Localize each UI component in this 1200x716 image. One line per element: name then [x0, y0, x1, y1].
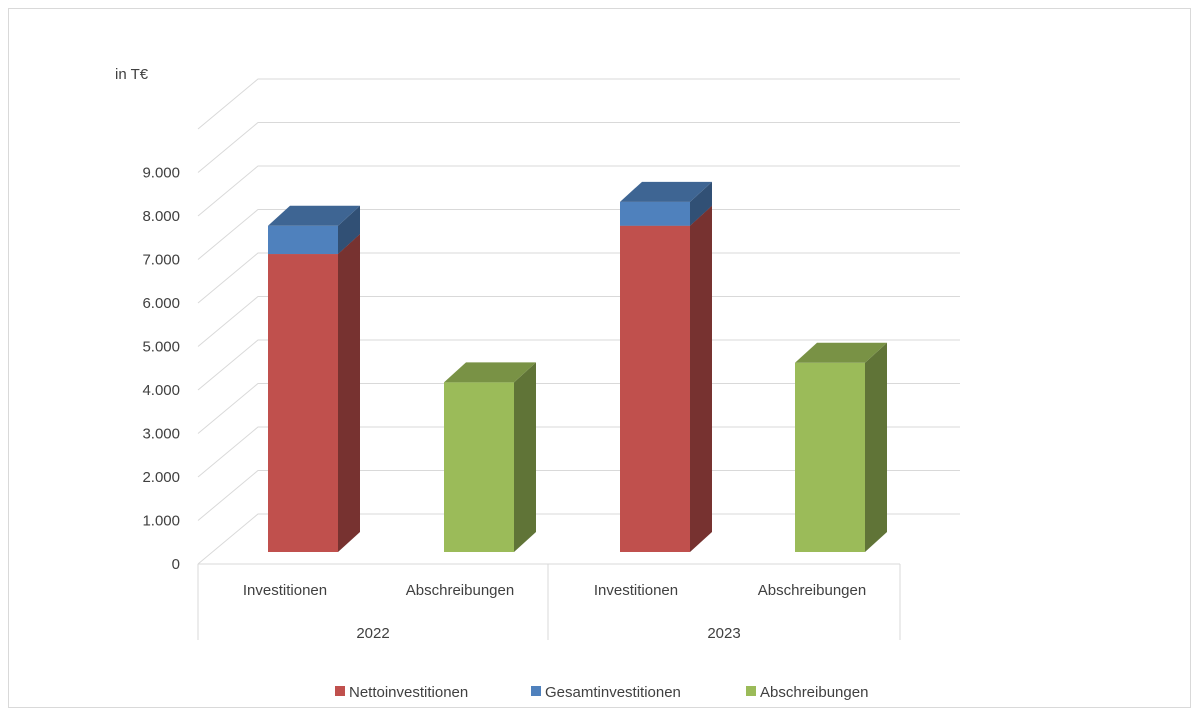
x-group-label: 2022	[356, 625, 389, 642]
legend-swatch	[335, 686, 345, 696]
y-tick-label: 6.000	[142, 295, 180, 312]
y-axis-ticks: 0 1.000 2.000 3.000 4.000 5.000 6.000 7.000 8.00…	[142, 165, 180, 574]
bar-nettoinvestitionen-2	[620, 205, 712, 552]
y-tick-label: 2.000	[142, 469, 180, 486]
chart-frame	[8, 8, 1191, 708]
legend-swatch	[531, 686, 541, 696]
gridline	[197, 252, 960, 304]
gridline	[197, 426, 960, 478]
bar-top	[620, 181, 712, 202]
unit-label: in T€	[115, 66, 149, 83]
y-tick-label: 4.000	[142, 382, 180, 399]
bar-gesamtinvestitionen-2	[620, 181, 712, 226]
bar-side	[338, 234, 360, 552]
x-axis-labels: Investitionen Abschreibungen Investitionen…	[243, 582, 866, 642]
bar-side	[514, 362, 536, 552]
bar-abschreibungen-1	[444, 362, 536, 552]
bars	[268, 181, 887, 552]
gridlines	[197, 78, 960, 565]
bar-nettoinvestitionen-0	[268, 234, 360, 552]
bar-gesamtinvestitionen-0	[268, 205, 360, 255]
legend-swatch	[746, 686, 756, 696]
bar-front	[268, 254, 338, 552]
bar-side	[865, 342, 887, 552]
bar-front	[620, 225, 690, 552]
gridline	[197, 122, 960, 173]
bar-front	[444, 382, 514, 552]
legend-item: Nettoinvestitionen	[335, 684, 468, 701]
x-category-label: Investitionen	[243, 582, 327, 599]
gridline	[197, 209, 960, 260]
x-group-label: 2023	[707, 625, 740, 642]
bar-top	[795, 342, 887, 363]
gridline	[197, 296, 960, 347]
y-tick-label: 3.000	[142, 426, 180, 443]
gridline	[197, 470, 960, 521]
y-tick-label: 1.000	[142, 513, 180, 530]
y-tick-label: 7.000	[142, 252, 180, 269]
bar-top	[268, 205, 360, 226]
x-category-label: Abschreibungen	[758, 582, 866, 599]
legend: Nettoinvestitionen Gesamtinvestitionen Abs…	[335, 684, 868, 701]
bar-side	[690, 181, 712, 226]
x-category-label: Investitionen	[594, 582, 678, 599]
legend-label: Gesamtinvestitionen	[545, 684, 681, 701]
legend-item: Gesamtinvestitionen	[531, 684, 681, 701]
x-category-label: Abschreibungen	[406, 582, 514, 599]
gridline	[197, 165, 960, 217]
y-tick-label: 5.000	[142, 339, 180, 356]
bar-abschreibungen-3	[795, 342, 887, 552]
legend-item: Abschreibungen	[746, 684, 868, 701]
bar-top	[444, 362, 536, 383]
bar-front	[620, 201, 690, 226]
gridline	[197, 383, 960, 434]
bar-side	[690, 205, 712, 552]
gridline	[197, 339, 960, 391]
y-tick-label: 0	[172, 556, 180, 573]
axes	[197, 563, 901, 640]
y-tick-label: 8.000	[142, 208, 180, 225]
gridline	[197, 513, 960, 565]
legend-label: Nettoinvestitionen	[349, 684, 468, 701]
y-tick-label: 9.000	[142, 165, 180, 182]
bar-front	[268, 225, 338, 255]
gridline	[197, 78, 960, 130]
bar-side	[338, 205, 360, 255]
legend-label: Abschreibungen	[760, 684, 868, 701]
bar-front	[795, 362, 865, 552]
